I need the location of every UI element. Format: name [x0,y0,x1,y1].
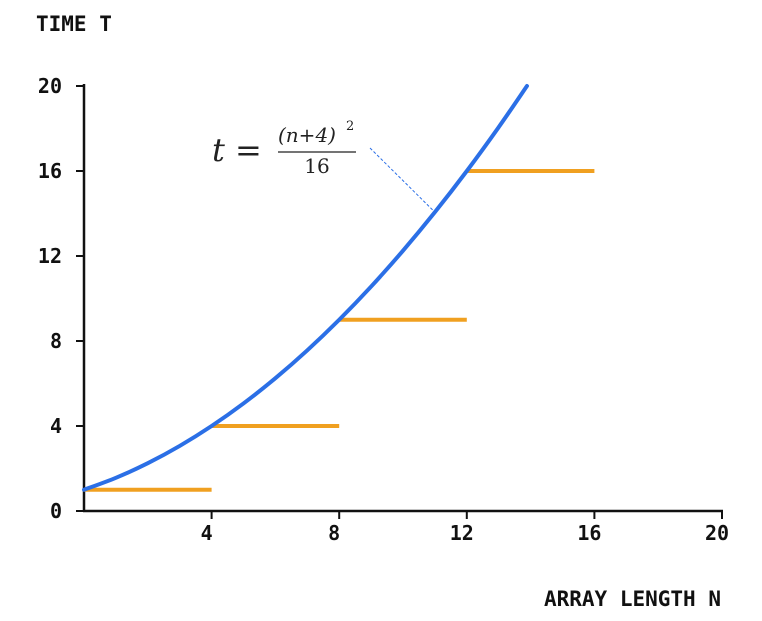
y-axis-title: TIME T [36,12,112,36]
x-tick-label: 20 [705,521,729,545]
formula-exponent: 2 [346,119,354,134]
x-tick-label: 4 [201,521,213,545]
formula-annotation: t = (n+4) 2 16 [212,119,356,178]
y-ticks: 0 4 8 12 16 20 [38,74,84,523]
formula-lhs: t = [212,131,262,169]
x-ticks: 4 8 12 16 20 [201,511,729,545]
x-axis-title: ARRAY LENGTH N [544,587,721,611]
formula-numerator: (n+4) [278,123,336,147]
y-tick-label: 16 [38,159,62,183]
y-tick-label: 4 [50,414,62,438]
x-tick-label: 12 [450,521,474,545]
y-tick-label: 8 [50,329,62,353]
y-tick-label: 12 [38,244,62,268]
x-tick-label: 16 [577,521,601,545]
y-tick-label: 0 [50,499,62,523]
step-series [84,169,595,492]
quadratic-curve [82,84,529,492]
y-tick-label: 20 [38,74,62,98]
formula-denominator: 16 [304,154,329,178]
x-tick-label: 8 [328,521,340,545]
formula-leader-line [369,147,436,213]
